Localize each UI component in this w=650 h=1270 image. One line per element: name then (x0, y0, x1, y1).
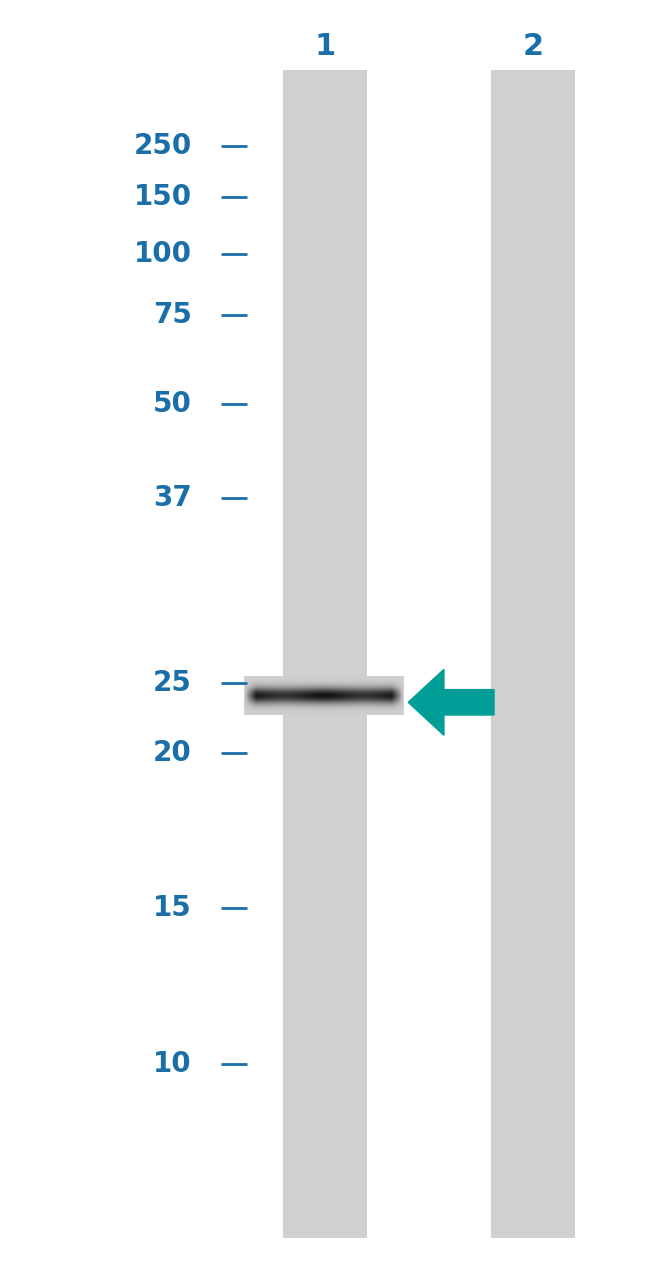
Text: 250: 250 (133, 132, 192, 160)
Text: 37: 37 (153, 484, 192, 512)
Text: 15: 15 (153, 894, 192, 922)
Text: 50: 50 (153, 390, 192, 418)
Text: 100: 100 (134, 240, 192, 268)
Text: 20: 20 (153, 739, 192, 767)
Text: 10: 10 (153, 1050, 192, 1078)
Text: 25: 25 (153, 669, 192, 697)
Text: 2: 2 (523, 32, 543, 61)
Text: 150: 150 (134, 183, 192, 211)
FancyArrow shape (408, 669, 494, 735)
Bar (491, 70, 575, 1238)
Text: 1: 1 (315, 32, 335, 61)
Text: 75: 75 (153, 301, 192, 329)
Bar (283, 70, 367, 1238)
